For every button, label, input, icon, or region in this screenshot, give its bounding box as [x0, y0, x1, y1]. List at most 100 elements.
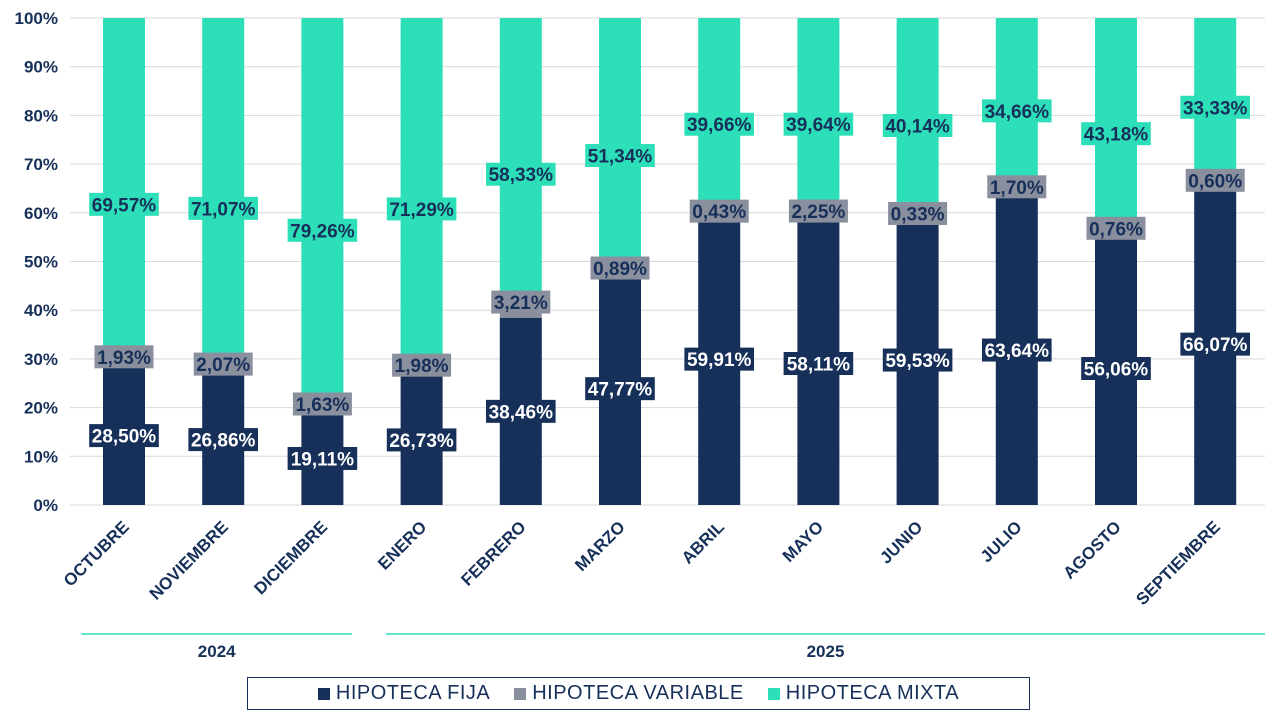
data-label-text: 59,53%: [885, 351, 950, 372]
y-tick-label: 80%: [24, 106, 58, 125]
data-label-box: [788, 199, 848, 223]
x-tick-label: FEBRERO: [457, 517, 529, 589]
year-label: 2024: [198, 642, 236, 661]
data-label-box: [882, 348, 953, 372]
data-label-hipoteca-fija: 26,86%: [188, 428, 258, 452]
data-label-text: 3,21%: [494, 293, 548, 314]
data-label-text: 0,89%: [593, 259, 647, 280]
data-label-hipoteca-mixta: 33,33%: [1180, 95, 1250, 119]
y-tick-label: 0%: [33, 496, 58, 515]
data-label-hipoteca-mixta: 43,18%: [1081, 122, 1151, 146]
data-label-text: 56,06%: [1084, 359, 1149, 380]
data-label-box: [1086, 216, 1146, 240]
data-label-box: [392, 353, 452, 377]
legend-label: HIPOTECA VARIABLE: [532, 682, 744, 704]
data-label-hipoteca-fija: 38,46%: [486, 399, 556, 423]
year-label: 2025: [807, 642, 845, 661]
data-label-text: 0,76%: [1089, 219, 1143, 240]
legend-swatch: [767, 687, 780, 700]
data-label-text: 26,73%: [389, 431, 454, 452]
data-label-hipoteca-mixta: 71,07%: [188, 196, 258, 220]
data-label-text: 34,66%: [985, 102, 1050, 123]
data-label-hipoteca-variable: 2,07%: [193, 352, 253, 376]
data-label-hipoteca-fija: 56,06%: [1081, 356, 1151, 380]
data-label-box: [386, 428, 457, 452]
data-label-box: [590, 256, 650, 280]
legend-item: HIPOTECA FIJA: [317, 682, 491, 705]
data-label-text: 51,34%: [588, 147, 653, 168]
data-label-hipoteca-variable: 0,89%: [590, 256, 650, 280]
data-label-text: 47,77%: [588, 380, 653, 401]
data-label-text: 66,07%: [1183, 335, 1248, 356]
data-label-text: 63,64%: [985, 341, 1050, 362]
data-label-hipoteca-mixta: 39,66%: [684, 112, 754, 136]
bar-hipoteca-mixta: [301, 18, 344, 404]
data-label-text: 40,14%: [885, 117, 950, 138]
legend-label: HIPOTECA FIJA: [335, 682, 491, 704]
data-label-box: [888, 201, 948, 225]
data-label-box: [1180, 95, 1250, 119]
data-label-box: [982, 99, 1052, 123]
data-label-box: [386, 197, 457, 221]
x-tick-label: OCTUBRE: [60, 517, 133, 590]
data-label-hipoteca-variable: 1,93%: [94, 345, 154, 369]
x-tick-label: MARZO: [571, 517, 629, 575]
x-tick-label: ABRIL: [678, 517, 728, 567]
data-label-box: [287, 218, 358, 242]
data-label-box: [486, 162, 556, 186]
legend: HIPOTECA FIJA HIPOTECA VARIABLE HIPOTECA M…: [247, 677, 1030, 710]
data-label-box: [486, 399, 556, 423]
x-tick-label: NOVIEMBRE: [146, 517, 232, 603]
data-label-box: [89, 424, 159, 448]
data-label-hipoteca-variable: 1,63%: [292, 392, 352, 416]
data-label-box: [585, 144, 655, 168]
gridlines: [70, 17, 1265, 506]
data-label-text: 28,50%: [92, 427, 157, 448]
data-label-box: [193, 352, 253, 376]
data-label-box: [684, 112, 754, 136]
data-label-hipoteca-mixta: 71,29%: [386, 197, 457, 221]
x-tick-label: DICIEMBRE: [250, 517, 331, 598]
data-label-box: [783, 352, 854, 376]
data-label-hipoteca-fija: 19,11%: [287, 446, 358, 470]
data-label-box: [987, 175, 1047, 199]
data-label-text: 79,26%: [290, 221, 355, 242]
data-label-hipoteca-mixta: 39,64%: [783, 112, 854, 136]
x-tick-label: ENERO: [374, 517, 430, 573]
data-label-text: 39,66%: [687, 115, 752, 136]
data-label-text: 1,63%: [295, 395, 349, 416]
data-label-box: [882, 114, 953, 138]
x-tick-label: AGOSTO: [1060, 517, 1125, 582]
data-label-text: 0,33%: [891, 204, 945, 225]
data-label-hipoteca-variable: 3,21%: [491, 290, 551, 314]
data-label-hipoteca-mixta: 40,14%: [882, 114, 953, 138]
data-label-hipoteca-mixta: 79,26%: [287, 218, 358, 242]
data-label-text: 38,46%: [489, 402, 554, 423]
bar-hipoteca-mixta: [499, 18, 542, 303]
y-tick-label: 90%: [24, 58, 58, 77]
legend-item: HIPOTECA MIXTA: [767, 682, 959, 705]
data-label-hipoteca-mixta: 58,33%: [486, 162, 556, 186]
data-label-box: [689, 199, 749, 223]
y-axis: 0% 10% 20% 30% 40% 50% 60% 70% 80% 90% 100%: [15, 9, 58, 515]
data-label-text: 1,93%: [97, 348, 151, 369]
x-tick-label: MAYO: [779, 517, 827, 565]
data-label-box: [1081, 356, 1151, 380]
y-tick-label: 30%: [24, 350, 58, 369]
data-label-hipoteca-variable: 2,25%: [788, 199, 848, 223]
data-label-box: [1185, 168, 1245, 192]
data-label-hipoteca-mixta: 69,57%: [89, 192, 159, 216]
data-label-text: 0,43%: [692, 202, 746, 223]
data-label-text: 2,07%: [196, 355, 250, 376]
data-label-box: [287, 446, 358, 470]
data-label-text: 69,57%: [92, 195, 157, 216]
data-label-hipoteca-fija: 58,11%: [783, 352, 854, 376]
data-label-hipoteca-fija: 47,77%: [585, 377, 655, 401]
data-label-box: [188, 196, 258, 220]
data-label-hipoteca-variable: 0,33%: [888, 201, 948, 225]
x-tick-label: JUNIO: [876, 517, 926, 567]
data-label-text: 1,98%: [395, 356, 449, 377]
data-label-text: 58,11%: [787, 355, 850, 376]
bar-hipoteca-mixta: [202, 18, 245, 365]
